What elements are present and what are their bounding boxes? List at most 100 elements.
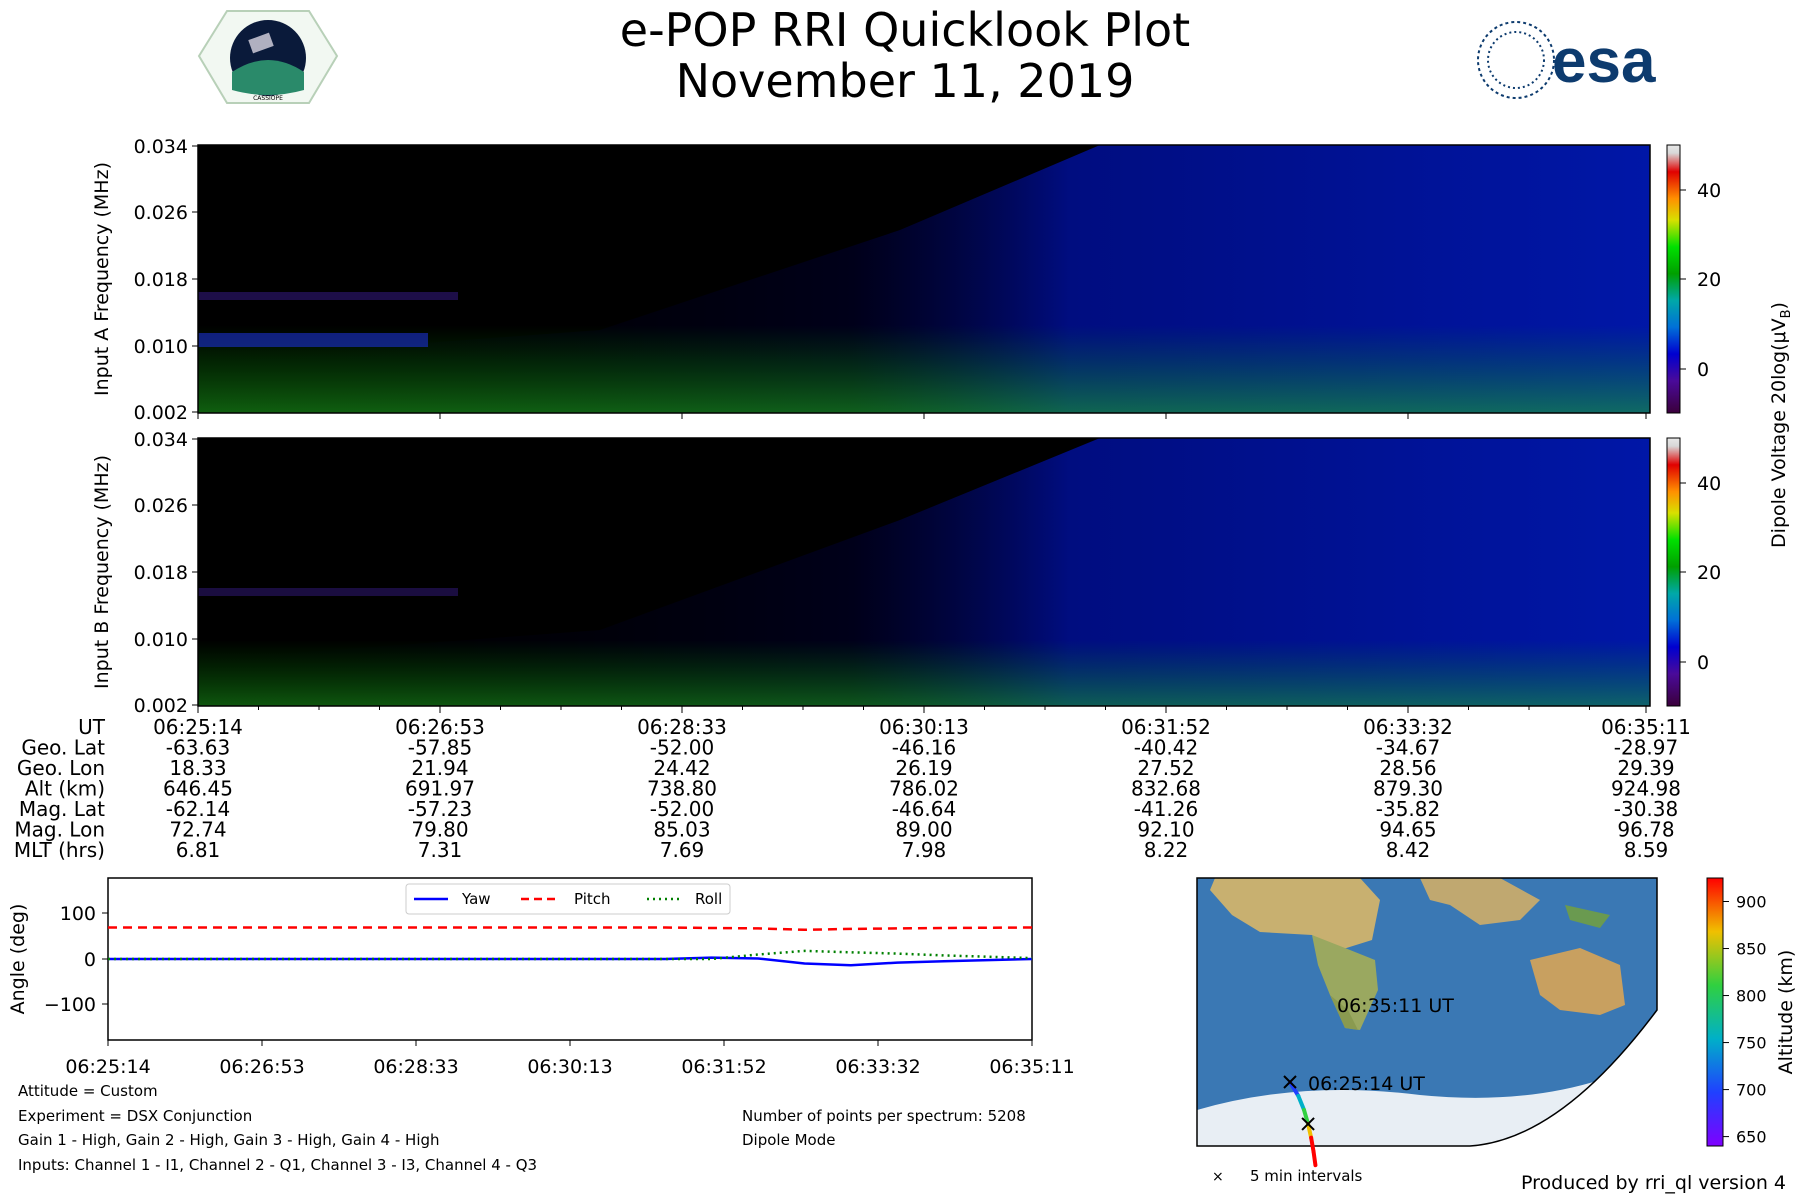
attitude-line-roll (108, 949, 1033, 961)
x-tick-label: 06:25:14 (65, 1056, 150, 1078)
ephemeris-cell: 06:31:52 (1121, 715, 1211, 739)
ephemeris-cell: 26.19 (895, 756, 952, 780)
esa-logo-text: esa (1552, 27, 1656, 96)
ephemeris-cell: 6.81 (176, 838, 221, 862)
ytick-label: 0.010 (134, 629, 188, 651)
notes: Attitude = Custom Experiment = DSX Conju… (18, 1082, 1026, 1174)
colorbar-label: Dipole Voltage 20log(μVB) (1768, 302, 1794, 548)
attitude-legend: Yaw Pitch Roll (405, 883, 731, 915)
altitude-ticks: 900 850 800 750 700 650 (1723, 893, 1767, 1147)
orbit-track (1283, 1075, 1318, 1168)
note-points: Number of points per spectrum: 5208 (742, 1107, 1026, 1125)
ephemeris-cell: 28.56 (1379, 756, 1436, 780)
orbit-segment (1296, 1093, 1307, 1112)
legend-label: Pitch (574, 890, 611, 908)
ephemeris-cell: 18.33 (169, 756, 226, 780)
ephemeris-cell: 89.00 (895, 818, 952, 842)
ephemeris-cell: 646.45 (163, 777, 233, 801)
colorbar-spectrogram: 40 20 0 40 20 0 Dipole Voltage 20log(μVB… (1666, 144, 1794, 707)
attitude-line-pitch (108, 926, 1033, 932)
interval-marker (1301, 1117, 1315, 1131)
orbit-segment (1309, 1135, 1316, 1154)
ytick-label: 0.010 (134, 336, 188, 358)
ephemeris-cell: 924.98 (1611, 777, 1681, 801)
ephemeris-cell: 8.59 (1624, 838, 1669, 862)
note-experiment: Experiment = DSX Conjunction (18, 1107, 252, 1125)
ephemeris-cell: 8.22 (1144, 838, 1189, 862)
ephemeris-cell: -52.00 (650, 736, 714, 760)
spectrogram-a-yticks: 0.034 0.026 0.018 0.010 0.002 Input A Fr… (91, 136, 198, 424)
ephemeris-cell: -46.16 (892, 736, 956, 760)
track-start-label: 06:25:14 UT (1308, 1073, 1425, 1095)
colorbar-tick: 0 (1697, 652, 1709, 674)
ephemeris-cell: 06:35:11 (1601, 715, 1691, 739)
attitude-x-ticks: 06:25:14 06:26:53 06:28:33 06:30:13 06:31:52… (65, 1040, 1075, 1078)
colorbar-tick: 20 (1697, 269, 1721, 291)
ephemeris-cell: 92.10 (1137, 818, 1194, 842)
spectrogram-a (197, 144, 1651, 414)
altitude-tick-label: 900 (1736, 893, 1767, 912)
produced-by: Produced by rri_ql version 4 (1521, 1172, 1786, 1194)
ephemeris-cell: 96.78 (1617, 818, 1674, 842)
ephemeris-row-label: Alt (km) (25, 777, 105, 801)
ephemeris-cell: 786.02 (889, 777, 959, 801)
orbit-map: 06:35:11 UT 06:25:14 UT × 5 min interval… (1196, 877, 1658, 1185)
interval-marker (1283, 1075, 1297, 1089)
y-axis-label: Angle (deg) (7, 904, 29, 1015)
colorbar-tick: 20 (1697, 562, 1721, 584)
altitude-tick-label: 650 (1736, 1128, 1767, 1147)
ephemeris-cell: -62.14 (166, 797, 230, 821)
colorbar-tick: 0 (1697, 359, 1709, 381)
legend-label: Roll (695, 890, 722, 908)
ephemeris-cell: 832.68 (1131, 777, 1201, 801)
ephemeris-cell: -34.67 (1376, 736, 1440, 760)
y-axis-label: Input A Frequency (MHz) (91, 162, 113, 396)
ephemeris-cell: -57.23 (408, 797, 472, 821)
left-logo-text: CASSIOPE (253, 95, 283, 102)
orbit-segment (1311, 1149, 1318, 1168)
ephemeris-cell: 29.39 (1617, 756, 1674, 780)
ytick-label: 0.002 (134, 402, 188, 424)
x-tick-label: 06:35:11 (989, 1056, 1074, 1078)
spectrogram-b (197, 437, 1651, 707)
ephemeris-cell: 06:28:33 (637, 715, 727, 739)
colorbar-tick: 40 (1697, 473, 1721, 495)
y-axis-label: Input B Frequency (MHz) (91, 455, 113, 689)
ephemeris-cell: 21.94 (411, 756, 468, 780)
ytick-label: 0.034 (134, 136, 188, 158)
ytick-label: 0 (84, 949, 96, 971)
ephemeris-row-label: Mag. Lat (19, 797, 105, 821)
ytick-label: 0.026 (134, 495, 188, 517)
ephemeris-cell: 879.30 (1373, 777, 1443, 801)
page-title: e-POP RRI Quicklook Plot (620, 3, 1190, 57)
spectrogram-b-yticks: 0.034 0.026 0.018 0.010 0.002 Input B Fr… (91, 429, 198, 717)
ytick-label: 100 (60, 903, 96, 925)
altitude-tick-label: 850 (1736, 940, 1767, 959)
altitude-tick-label: 800 (1736, 987, 1767, 1006)
altitude-colorbar-label: Altitude (km) (1775, 950, 1797, 1075)
ephemeris-cell: -28.97 (1614, 736, 1678, 760)
orbit-segment (1306, 1121, 1314, 1140)
attitude-line-yaw (108, 956, 1033, 967)
ephemeris-cell: 738.80 (647, 777, 717, 801)
ephemeris-row-label: Geo. Lat (21, 736, 105, 760)
ephemeris-cell: -52.00 (650, 797, 714, 821)
x-tick-label: 06:30:13 (527, 1056, 612, 1078)
page-date: November 11, 2019 (676, 54, 1135, 108)
ephemeris-cell: -57.85 (408, 736, 472, 760)
ephemeris-cell: 7.98 (902, 838, 947, 862)
ephemeris-cell: 94.65 (1379, 818, 1436, 842)
altitude-tick-label: 750 (1736, 1034, 1767, 1053)
note-gains: Gain 1 - High, Gain 2 - High, Gain 3 - H… (18, 1131, 440, 1149)
ephemeris-cell: 27.52 (1137, 756, 1194, 780)
ephemeris-cell: 06:26:53 (395, 715, 485, 739)
x-tick-label: 06:33:32 (835, 1056, 920, 1078)
ytick-label: 0.026 (134, 202, 188, 224)
ephemeris-cell: -63.63 (166, 736, 230, 760)
track-end-label: 06:35:11 UT (1337, 995, 1454, 1017)
ephemeris-cell: -41.26 (1134, 797, 1198, 821)
ephemeris-cell: 8.42 (1386, 838, 1431, 862)
legend-label: Yaw (461, 890, 491, 908)
